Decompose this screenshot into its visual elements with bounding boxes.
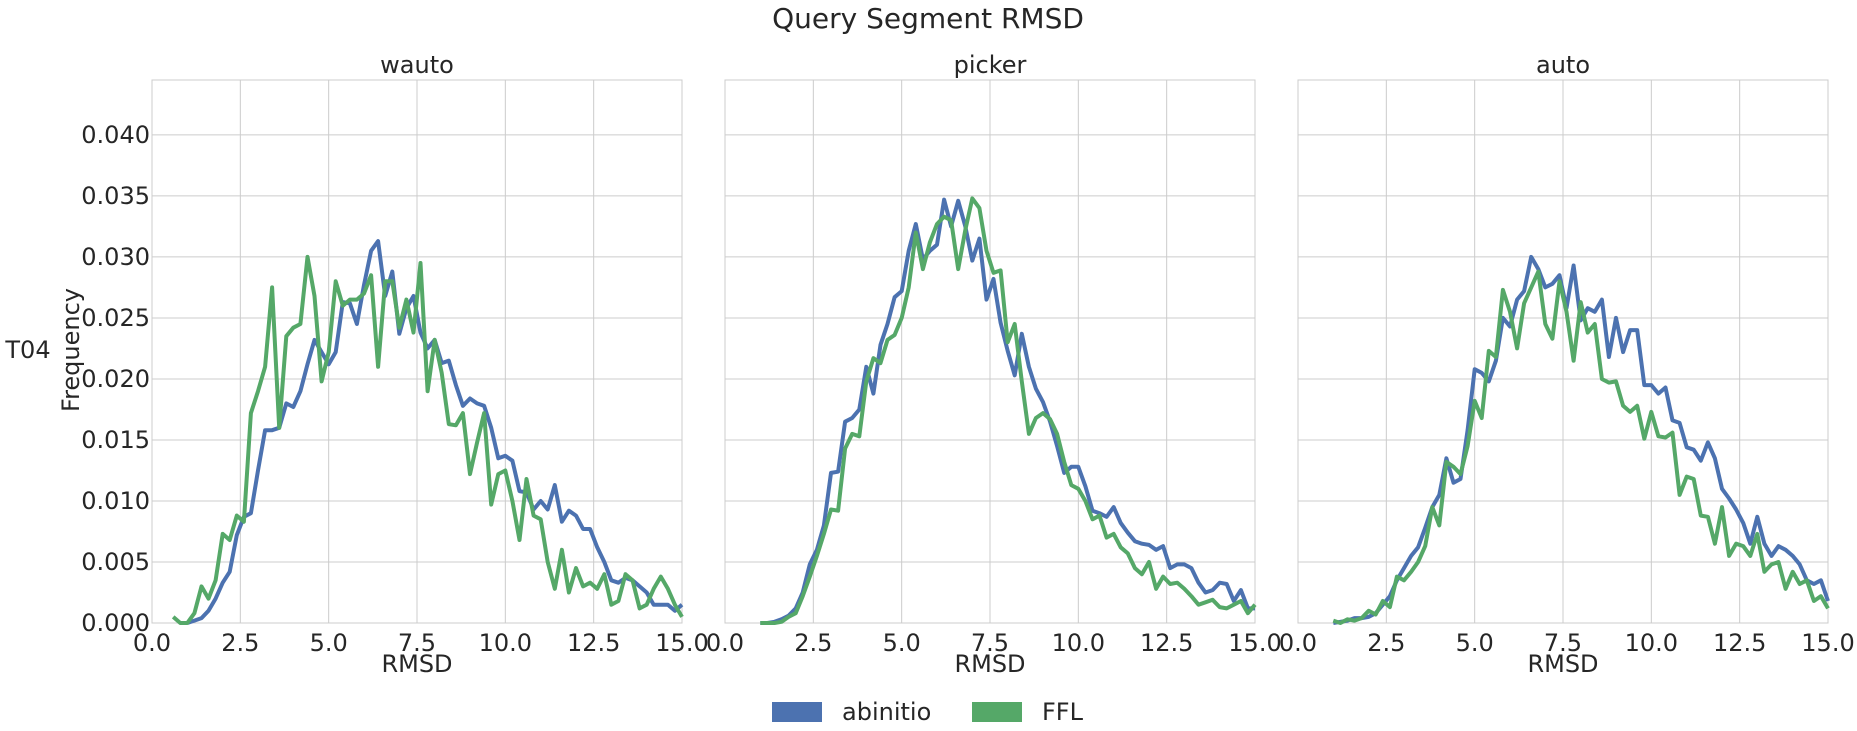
x-tick-label: 10.0 xyxy=(1052,629,1105,657)
legend-label: abinitio xyxy=(842,698,931,726)
legend-swatch xyxy=(972,702,1022,722)
x-tick-label: 0.0 xyxy=(133,629,171,657)
panel-wauto: wauto 0.0 2.5 5.0 7.5 10.0 12.5 15.0 RMSD 0.000 0.… xyxy=(81,51,708,678)
series-line-abinitio xyxy=(760,197,1255,625)
x-axis-label: RMSD xyxy=(954,650,1025,678)
y-tick-label: 0.020 xyxy=(81,365,150,393)
series-line-abinitio xyxy=(186,239,684,625)
legend-item-ffl: FFL xyxy=(972,698,1084,726)
y-tick-label: 0.010 xyxy=(81,487,150,515)
y-tick-label: 0.005 xyxy=(81,548,150,576)
panel-picker: picker 0.0 2.5 5.0 7.5 10.0 12.5 15.0 RMSD xyxy=(706,51,1282,678)
y-tick-label: 0.000 xyxy=(81,609,150,637)
y-tick-label: 0.030 xyxy=(81,243,150,271)
series-line-ffl xyxy=(760,196,1257,625)
x-axis-label: RMSD xyxy=(1527,650,1598,678)
x-tick-label: 2.5 xyxy=(794,629,832,657)
legend-item-abinitio: abinitio xyxy=(772,698,931,726)
x-tick-label: 12.5 xyxy=(1713,629,1766,657)
y-tick-label: 0.025 xyxy=(81,304,150,332)
panel-auto: auto 0.0 2.5 5.0 7.5 10.0 12.5 15.0 RMSD xyxy=(1279,51,1855,678)
x-tick-label: 5.0 xyxy=(1456,629,1494,657)
x-tick-label: 7.5 xyxy=(971,629,1009,657)
row-label: T04 xyxy=(4,336,50,364)
x-tick-label: 10.0 xyxy=(1625,629,1678,657)
x-tick-label: 0.0 xyxy=(1279,629,1317,657)
panel-title: auto xyxy=(1536,51,1590,79)
legend-label: FFL xyxy=(1042,698,1084,726)
x-axis-label: RMSD xyxy=(381,650,452,678)
y-tick-label: 0.035 xyxy=(81,182,150,210)
series-line-abinitio xyxy=(1332,254,1830,625)
x-tick-label: 7.5 xyxy=(1544,629,1582,657)
plot-frame xyxy=(1297,79,1829,624)
y-tick-label: 0.040 xyxy=(81,121,150,149)
x-tick-label: 0.0 xyxy=(706,629,744,657)
x-tick-label: 5.0 xyxy=(883,629,921,657)
panel-title: wauto xyxy=(380,51,454,79)
x-tick-label: 12.5 xyxy=(567,629,620,657)
plot-frame xyxy=(151,79,683,624)
x-tick-label: 15.0 xyxy=(1801,629,1854,657)
x-tick-label: 5.0 xyxy=(310,629,348,657)
series-line-ffl xyxy=(1332,269,1830,625)
legend: abinitio FFL xyxy=(772,698,1084,726)
x-tick-label: 7.5 xyxy=(398,629,436,657)
x-tick-label: 2.5 xyxy=(1367,629,1405,657)
x-tick-label: 15.0 xyxy=(1228,629,1281,657)
y-tick-label: 0.015 xyxy=(81,426,150,454)
panel-title: picker xyxy=(954,51,1027,79)
legend-swatch xyxy=(772,702,822,722)
x-tick-label: 2.5 xyxy=(221,629,259,657)
plot-frame xyxy=(724,79,1256,624)
chart-title: Query Segment RMSD xyxy=(772,2,1084,35)
y-axis-label: Frequency xyxy=(57,288,85,412)
series-line-ffl xyxy=(171,254,684,625)
x-tick-label: 10.0 xyxy=(479,629,532,657)
x-tick-label: 12.5 xyxy=(1140,629,1193,657)
x-tick-label: 15.0 xyxy=(655,629,708,657)
